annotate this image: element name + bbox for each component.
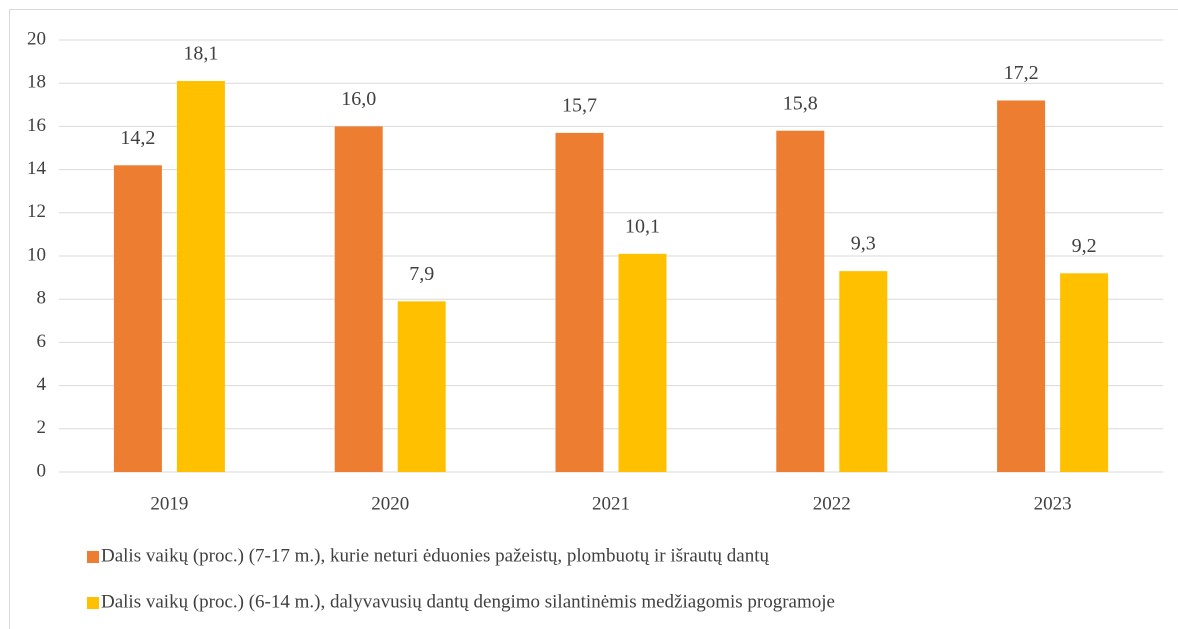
bar bbox=[839, 271, 888, 472]
bar bbox=[397, 301, 446, 472]
bar bbox=[176, 81, 225, 472]
y-tick-label: 8 bbox=[37, 288, 47, 309]
value-label: 15,8 bbox=[783, 92, 818, 114]
value-label: 7,9 bbox=[409, 263, 434, 285]
value-label: 10,1 bbox=[625, 215, 660, 237]
value-label: 9,2 bbox=[1072, 235, 1097, 257]
y-tick-label: 0 bbox=[37, 460, 47, 481]
legend-label: Dalis vaikų (proc.) (7-17 m.), kurie net… bbox=[101, 545, 770, 566]
bar bbox=[334, 126, 383, 473]
value-label: 15,7 bbox=[562, 94, 597, 116]
y-tick-label: 12 bbox=[27, 201, 46, 222]
value-label: 14,2 bbox=[120, 127, 155, 149]
chart-frame bbox=[9, 9, 1178, 629]
bar bbox=[618, 253, 667, 472]
value-label: 18,1 bbox=[183, 43, 218, 65]
legend-swatch bbox=[87, 597, 99, 609]
y-tick-label: 10 bbox=[27, 244, 46, 265]
x-tick-label: 2019 bbox=[150, 493, 188, 514]
y-tick-label: 16 bbox=[27, 115, 46, 136]
value-label: 9,3 bbox=[851, 233, 876, 255]
bar bbox=[1060, 273, 1109, 472]
bar bbox=[776, 130, 825, 472]
x-tick-label: 2021 bbox=[592, 493, 630, 514]
y-tick-label: 2 bbox=[37, 417, 47, 438]
y-tick-label: 14 bbox=[27, 158, 47, 179]
legend-label: Dalis vaikų (proc.) (6-14 m.), dalyvavus… bbox=[101, 591, 835, 612]
legend-swatch bbox=[87, 551, 99, 563]
y-tick-label: 20 bbox=[27, 28, 46, 49]
x-tick-label: 2023 bbox=[1034, 493, 1072, 514]
bar bbox=[997, 100, 1046, 472]
y-tick-label: 6 bbox=[37, 331, 47, 352]
value-label: 16,0 bbox=[341, 88, 376, 110]
x-tick-label: 2022 bbox=[813, 493, 851, 514]
x-tick-label: 2020 bbox=[371, 493, 409, 514]
bar bbox=[555, 132, 604, 472]
bar bbox=[113, 165, 162, 472]
y-tick-label: 18 bbox=[27, 72, 46, 93]
y-tick-label: 4 bbox=[37, 374, 47, 395]
value-label: 17,2 bbox=[1004, 62, 1039, 84]
